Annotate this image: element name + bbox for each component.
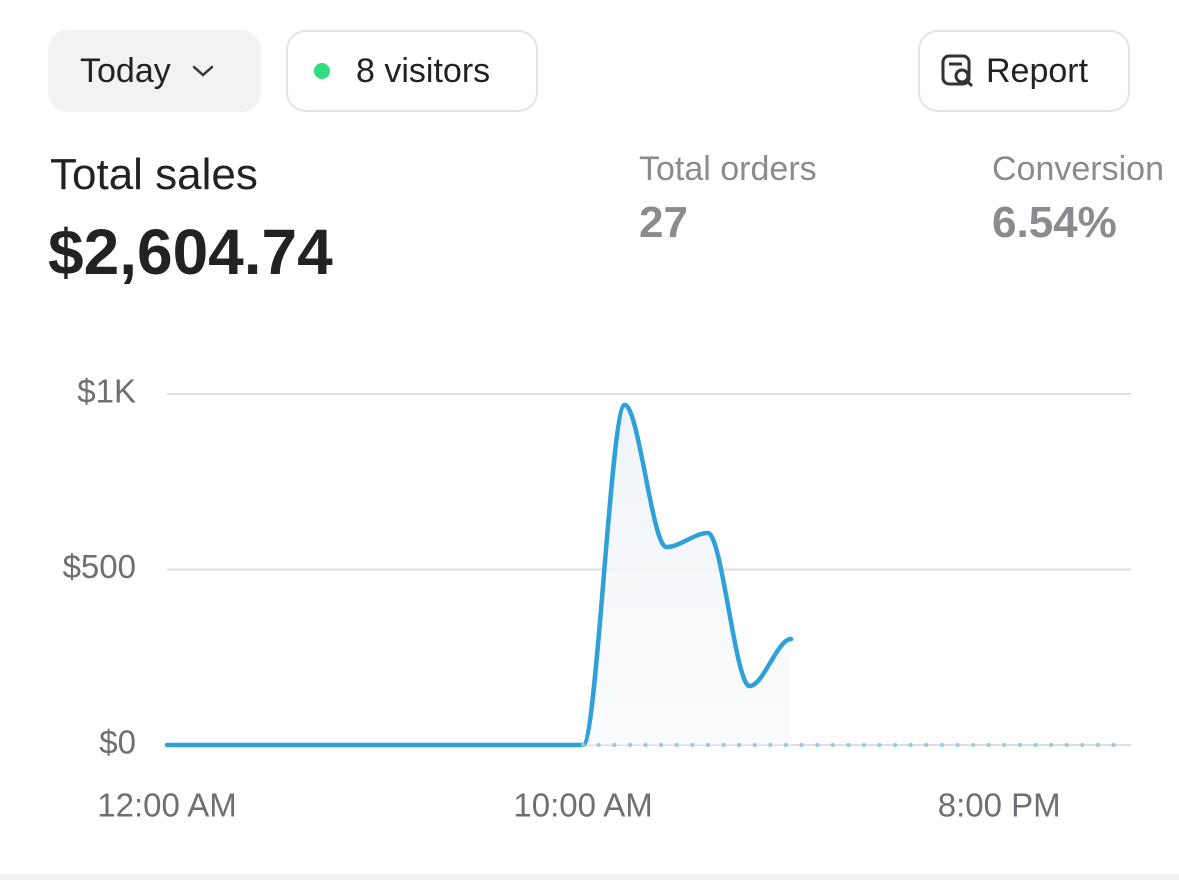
metric-value: $2,604.74 [48,216,333,288]
metric-label: Total orders [639,150,817,188]
metric-label: Total sales [50,150,258,199]
period-selector[interactable]: Today [48,30,261,112]
metric-value: 6.54% [992,198,1117,247]
report-icon [941,54,974,88]
y-tick-label: $0 [99,724,136,761]
sales-line [164,402,794,748]
visitors-text: 8 visitors [356,51,491,90]
y-tick-label: $1K [77,373,136,410]
x-tick-label: 12:00 AM [97,787,236,824]
period-text: Today [80,51,171,90]
metric-label: Conversion [992,150,1164,188]
x-tick-label: 10:00 AM [513,787,652,824]
live-dot [314,63,330,79]
area-fill [167,404,792,745]
metric-value: 27 [639,198,688,247]
x-tick-label: 8:00 PM [938,787,1061,824]
y-tick-label: $500 [63,548,136,585]
visitors-badge[interactable]: 8 visitors [286,30,538,112]
bottom-rule [0,874,1179,880]
report-text: Report [986,51,1089,90]
report-button[interactable]: Report [918,30,1130,112]
chevron-icon [192,65,213,77]
